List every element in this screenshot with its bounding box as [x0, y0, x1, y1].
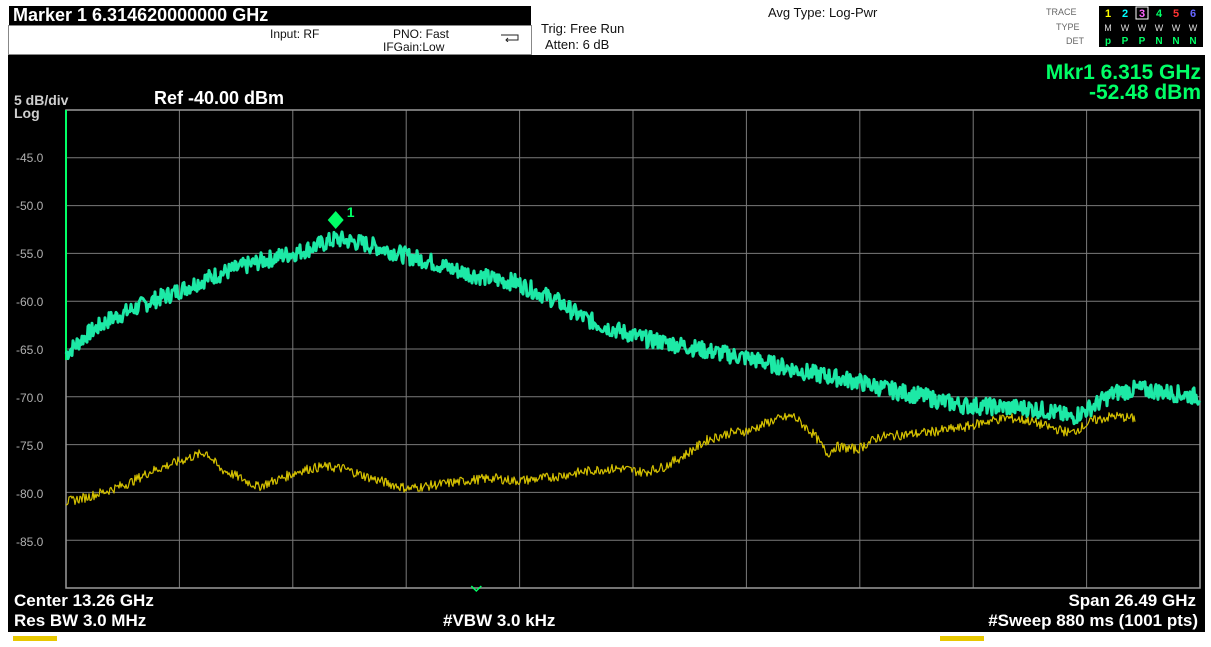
avg-type-setting[interactable]: Avg Type: Log-Pwr: [768, 5, 878, 20]
sweep-return-icon: [501, 34, 519, 42]
settings-frame: [8, 25, 532, 55]
y-axis-label: -45.0: [16, 151, 44, 165]
marker-frequency-readout: Mkr1 6.315 GHz: [1045, 61, 1201, 84]
trace-number[interactable]: 2: [1122, 8, 1128, 20]
trace-number[interactable]: 1: [1105, 8, 1111, 20]
y-axis-label: -80.0: [16, 487, 44, 501]
trace-1-line: [64, 230, 1202, 426]
marker-title[interactable]: Marker 1 6.314620000000 GHz: [9, 6, 531, 25]
trace-type: W: [1172, 23, 1181, 33]
y-axis-label: -55.0: [16, 247, 44, 261]
trace-detector: N: [1172, 36, 1179, 47]
marker-1-diamond[interactable]: [327, 210, 344, 229]
y-axis-label: -50.0: [16, 199, 44, 213]
input-setting[interactable]: Input: RF: [270, 27, 320, 41]
attenuation-setting[interactable]: Atten: 6 dB: [545, 37, 610, 52]
scale-type: Log: [14, 105, 40, 121]
trace-detector: p: [1105, 36, 1111, 47]
trace-2-line: [65, 411, 1136, 506]
det-row-label: DET: [1066, 36, 1084, 46]
y-axis-label: -75.0: [16, 439, 44, 453]
softkey-band: [0, 632, 1211, 647]
trace-number[interactable]: 4: [1156, 8, 1163, 20]
marker-layer: 1: [327, 204, 482, 593]
graticule: [65, 109, 1201, 589]
trace-number[interactable]: 6: [1190, 8, 1196, 20]
y-axis-label: -85.0: [16, 535, 44, 549]
reference-level[interactable]: Ref -40.00 dBm: [154, 88, 285, 108]
trace-number[interactable]: 5: [1173, 8, 1179, 20]
frequency-span[interactable]: Span 26.49 GHz: [1068, 591, 1196, 610]
video-bandwidth[interactable]: #VBW 3.0 kHz: [443, 611, 556, 630]
y-axis-label: -60.0: [16, 295, 44, 309]
trace-type: W: [1121, 23, 1130, 33]
resolution-bandwidth[interactable]: Res BW 3.0 MHz: [14, 611, 147, 630]
marker-1-label: 1: [347, 204, 355, 220]
center-frequency[interactable]: Center 13.26 GHz: [14, 591, 154, 610]
type-row-label: TYPE: [1056, 22, 1080, 32]
trace-type: M: [1104, 23, 1112, 33]
right-softkey-tab[interactable]: [940, 636, 984, 641]
trigger-setting[interactable]: Trig: Free Run: [541, 21, 625, 36]
sweep-time[interactable]: #Sweep 880 ms (1001 pts): [988, 611, 1198, 630]
y-axis-label: -65.0: [16, 343, 44, 357]
trace-type: W: [1189, 23, 1198, 33]
left-softkey-tab[interactable]: [13, 636, 57, 641]
ifgain-setting[interactable]: IFGain:Low: [383, 40, 445, 54]
pno-setting[interactable]: PNO: Fast: [393, 27, 450, 41]
center-tick-marker: [470, 585, 482, 593]
trace-number[interactable]: 3: [1139, 8, 1145, 20]
trace-detector: P: [1139, 36, 1146, 47]
traces: [64, 230, 1202, 506]
trace-detector: N: [1155, 36, 1162, 47]
trace-type: W: [1138, 23, 1147, 33]
marker-amplitude-readout: -52.48 dBm: [1088, 81, 1201, 104]
trace-type: W: [1155, 23, 1164, 33]
trace-detector: P: [1122, 36, 1129, 47]
scale-per-div: 5 dB/div: [14, 92, 69, 108]
trace-row-label: TRACE: [1046, 7, 1077, 17]
trace-detector: N: [1189, 36, 1196, 47]
y-axis-label: -70.0: [16, 391, 44, 405]
trace-selected-box: [1135, 6, 1149, 20]
